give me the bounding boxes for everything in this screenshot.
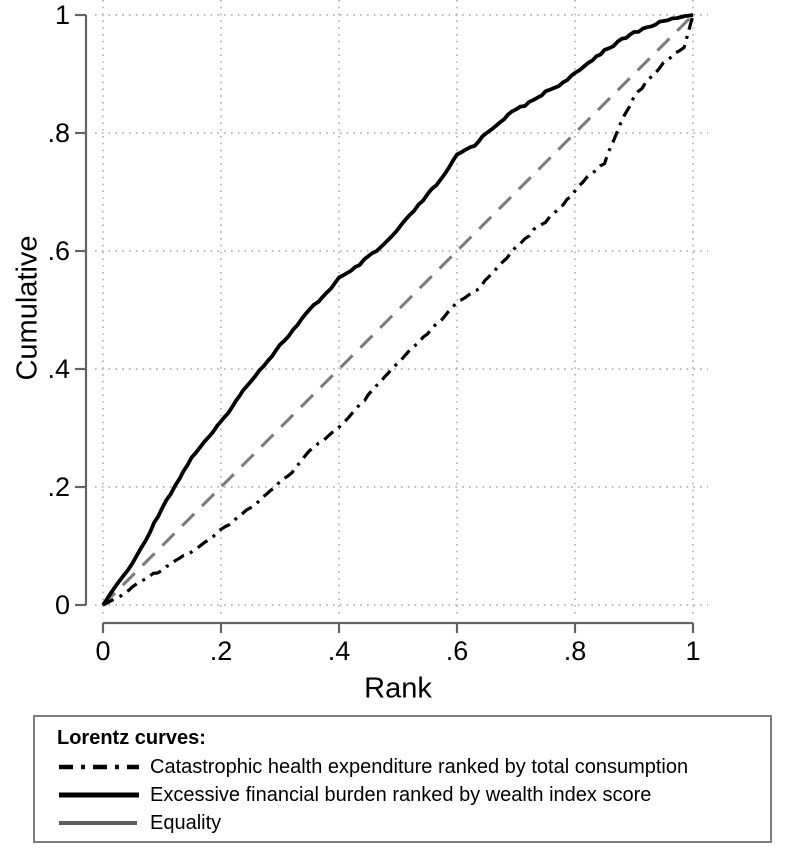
y-tick-label: .2: [47, 472, 70, 502]
legend-box: Lorentz curves: Catastrophic health expe…: [33, 715, 772, 843]
y-tick-label: 1: [55, 0, 70, 30]
legend-item-excessive: Excessive financial burden ranked by wea…: [57, 781, 762, 809]
dash-dot-line-sample: [59, 764, 139, 770]
legend-item-equality: Equality: [57, 809, 762, 837]
legend-label-excessive: Excessive financial burden ranked by wea…: [150, 783, 652, 806]
curve-catastrophic-dash-dot: [102, 14, 695, 607]
x-tick-label: .4: [328, 636, 351, 666]
x-tick-label: .2: [210, 636, 233, 666]
x-tick-label: 1: [685, 636, 700, 666]
plot-area: 0 .2 .4 .6 .8 1 0 .2 .4 .6 .8 1: [47, 0, 708, 666]
curve-equality-dashed: [101, 13, 695, 607]
x-tick-label: 0: [95, 636, 110, 666]
y-axis-title: Cumulative: [11, 235, 44, 381]
y-tick-label: .4: [47, 354, 70, 384]
x-tick-label: .6: [446, 636, 469, 666]
y-tick-label: 0: [55, 590, 70, 620]
legend-item-catastrophic: Catastrophic health expenditure ranked b…: [57, 753, 762, 781]
y-tick-label: .8: [47, 118, 70, 148]
gray-line-sample: [59, 821, 137, 825]
x-tick-label: .8: [564, 636, 587, 666]
curve-excessive-solid: [101, 13, 694, 607]
y-tick-label: .6: [47, 236, 70, 266]
legend-title: Lorentz curves:: [57, 727, 206, 749]
lorenz-curve-chart: 0 .2 .4 .6 .8 1 0 .2 .4 .6 .8 1 Cumulative Rank: [11, 0, 708, 705]
legend-label-catastrophic: Catastrophic health expenditure ranked b…: [150, 755, 689, 778]
legend-label-equality: Equality: [150, 811, 222, 834]
x-axis-title: Rank: [364, 672, 432, 705]
solid-line-sample: [59, 792, 139, 798]
